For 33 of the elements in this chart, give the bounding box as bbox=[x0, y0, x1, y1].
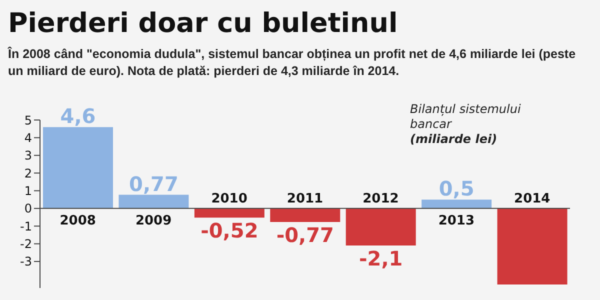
x-tick-label: 2012 bbox=[362, 191, 399, 206]
data-label: 0,5 bbox=[438, 176, 474, 201]
data-label: 0,77 bbox=[129, 172, 178, 196]
annotation: Bilanțul sistemului bancar bbox=[410, 102, 522, 132]
chart-subtitle: În 2008 când "economia dudula", sistemul bancar obținea un profit net de 4,6 miliarde lei (peste un miliard de euro). Nota de plată: pierderi de 4,3 miliarde în 2014. bbox=[8, 46, 577, 80]
y-tick-label: 3 bbox=[24, 148, 32, 163]
y-tick-label: 0 bbox=[24, 202, 32, 216]
data-label: -0,52 bbox=[200, 218, 258, 243]
y-tick-label: -3 bbox=[20, 254, 32, 269]
bar bbox=[194, 208, 264, 218]
y-tick-label: 5 bbox=[24, 113, 32, 128]
x-tick-label: 2009 bbox=[135, 213, 172, 228]
x-tick-label: 2008 bbox=[60, 213, 96, 228]
y-tick-label: 4 bbox=[24, 130, 32, 145]
y-tick-label: -1 bbox=[20, 219, 32, 234]
annotation: (miliarde lei) bbox=[410, 132, 498, 147]
x-tick-label: 2010 bbox=[211, 191, 248, 206]
bar bbox=[270, 208, 340, 222]
y-tick-label: -2 bbox=[20, 237, 32, 252]
y-tick-label: 1 bbox=[24, 184, 32, 198]
x-tick-label: 2014 bbox=[514, 191, 550, 206]
bar bbox=[43, 127, 113, 208]
chart-title: Pierderi doar cu buletinul bbox=[8, 8, 398, 39]
data-label: -0,77 bbox=[276, 223, 334, 248]
x-tick-label: 2011 bbox=[286, 191, 324, 206]
bar bbox=[346, 208, 416, 246]
bar bbox=[118, 194, 189, 208]
bar bbox=[422, 200, 492, 208]
bar bbox=[497, 208, 568, 284]
data-label: 4,6 bbox=[60, 104, 96, 128]
data-label: -2,1 bbox=[358, 246, 403, 271]
y-tick-label: 2 bbox=[24, 166, 32, 180]
x-tick-label: 2013 bbox=[438, 213, 475, 228]
